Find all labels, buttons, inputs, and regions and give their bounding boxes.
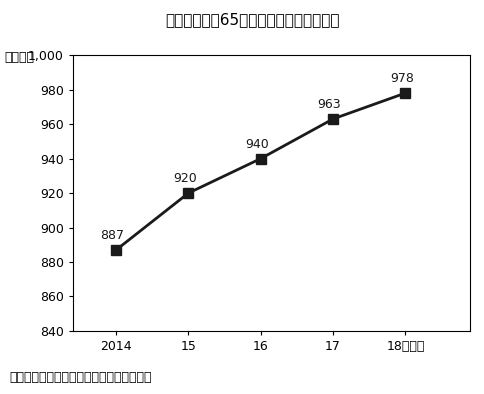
Text: （出所）広東省統計年鑑からジェトロ作成: （出所）広東省統計年鑑からジェトロ作成 — [10, 371, 152, 384]
Text: 978: 978 — [389, 72, 413, 85]
Text: 887: 887 — [100, 229, 124, 242]
Text: 963: 963 — [317, 98, 341, 111]
Text: （万人）: （万人） — [5, 51, 35, 64]
Text: 920: 920 — [173, 172, 197, 185]
Text: 940: 940 — [245, 138, 269, 151]
Text: 図　広東省の65歳以上の常住人口の推移: 図 広東省の65歳以上の常住人口の推移 — [165, 12, 339, 27]
